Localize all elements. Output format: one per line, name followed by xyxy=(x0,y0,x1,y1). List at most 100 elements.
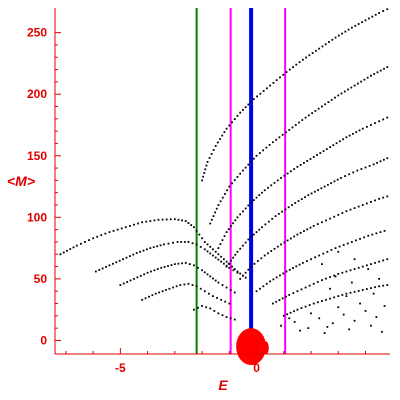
data-point xyxy=(275,276,278,279)
data-point xyxy=(220,298,223,301)
data-point xyxy=(203,248,206,251)
data-point xyxy=(275,138,278,141)
data-point xyxy=(379,160,382,163)
data-point xyxy=(201,179,203,182)
data-point xyxy=(382,259,385,262)
data-point xyxy=(308,304,311,306)
data-point xyxy=(275,300,278,303)
data-point xyxy=(293,168,296,170)
data-point xyxy=(300,288,303,291)
data-point xyxy=(298,121,300,124)
data-point xyxy=(231,121,233,124)
data-point xyxy=(286,172,289,175)
data-point xyxy=(128,255,131,258)
data-point xyxy=(307,327,310,330)
data-point xyxy=(328,41,330,43)
data-point xyxy=(122,258,124,261)
data-point xyxy=(285,270,288,273)
data-point xyxy=(289,170,292,173)
data-point xyxy=(239,172,242,175)
data-point xyxy=(372,163,375,166)
data-point xyxy=(232,256,235,259)
data-point xyxy=(372,292,375,295)
data-point xyxy=(370,74,372,77)
data-point xyxy=(374,286,376,289)
y-tick-label: 150 xyxy=(27,149,47,163)
data-point xyxy=(172,286,174,289)
data-point xyxy=(365,125,368,128)
data-point xyxy=(327,183,329,186)
data-point xyxy=(325,219,327,222)
data-point xyxy=(341,32,343,35)
series-5 xyxy=(201,8,389,182)
data-point xyxy=(203,241,206,243)
data-point xyxy=(209,307,212,310)
data-point xyxy=(88,239,90,242)
data-point xyxy=(375,232,378,235)
data-point xyxy=(373,73,376,75)
data-point xyxy=(320,187,323,190)
data-point xyxy=(325,148,328,151)
data-point xyxy=(244,207,247,210)
data-point xyxy=(269,280,272,283)
data-point xyxy=(374,122,376,125)
data-point xyxy=(152,246,155,249)
series-10 xyxy=(255,229,386,293)
data-point xyxy=(338,140,341,143)
series-4 xyxy=(193,305,236,321)
data-point xyxy=(98,269,101,271)
data-point xyxy=(69,248,72,250)
data-point xyxy=(306,260,308,262)
data-point xyxy=(293,235,296,238)
data-point xyxy=(217,247,220,250)
data-point xyxy=(252,98,255,101)
data-point xyxy=(355,239,357,242)
data-point xyxy=(281,210,284,213)
data-point xyxy=(72,246,75,249)
data-point xyxy=(358,129,361,132)
data-point xyxy=(311,52,314,54)
data-point xyxy=(210,218,213,221)
data-point xyxy=(215,207,218,210)
data-point xyxy=(325,277,327,280)
data-point xyxy=(139,250,142,253)
data-point xyxy=(334,275,337,278)
data-point xyxy=(365,264,368,267)
tick-labels: 0 50 100 150 200 250 -5 0 xyxy=(27,26,260,375)
data-point xyxy=(233,118,236,120)
data-point xyxy=(308,284,311,287)
data-point xyxy=(242,109,244,111)
data-point xyxy=(219,243,222,246)
data-point xyxy=(341,293,344,296)
data-point xyxy=(337,94,340,97)
data-point xyxy=(321,45,324,48)
data-point xyxy=(190,224,193,227)
data-point xyxy=(234,219,237,222)
data-point xyxy=(324,103,327,106)
data-point xyxy=(225,265,228,268)
data-point xyxy=(345,270,348,273)
data-point xyxy=(309,158,312,160)
data-point xyxy=(344,30,347,33)
red-blob-fragment xyxy=(263,341,269,355)
data-point xyxy=(378,12,381,14)
data-point xyxy=(216,141,219,144)
series-7 xyxy=(217,116,389,250)
data-point xyxy=(133,223,135,226)
data-point xyxy=(379,69,382,72)
data-point xyxy=(333,180,336,183)
data-point xyxy=(263,189,266,192)
data-point xyxy=(316,281,319,283)
data-point xyxy=(359,237,361,240)
data-point xyxy=(165,218,168,221)
data-point xyxy=(340,92,343,95)
series-9 xyxy=(239,195,389,280)
data-point xyxy=(309,226,312,229)
data-point xyxy=(292,66,294,69)
data-point xyxy=(353,319,356,322)
data-point xyxy=(220,260,223,263)
data-point xyxy=(361,289,364,291)
data-point xyxy=(352,171,355,174)
data-point xyxy=(374,199,376,202)
data-point xyxy=(120,227,123,230)
